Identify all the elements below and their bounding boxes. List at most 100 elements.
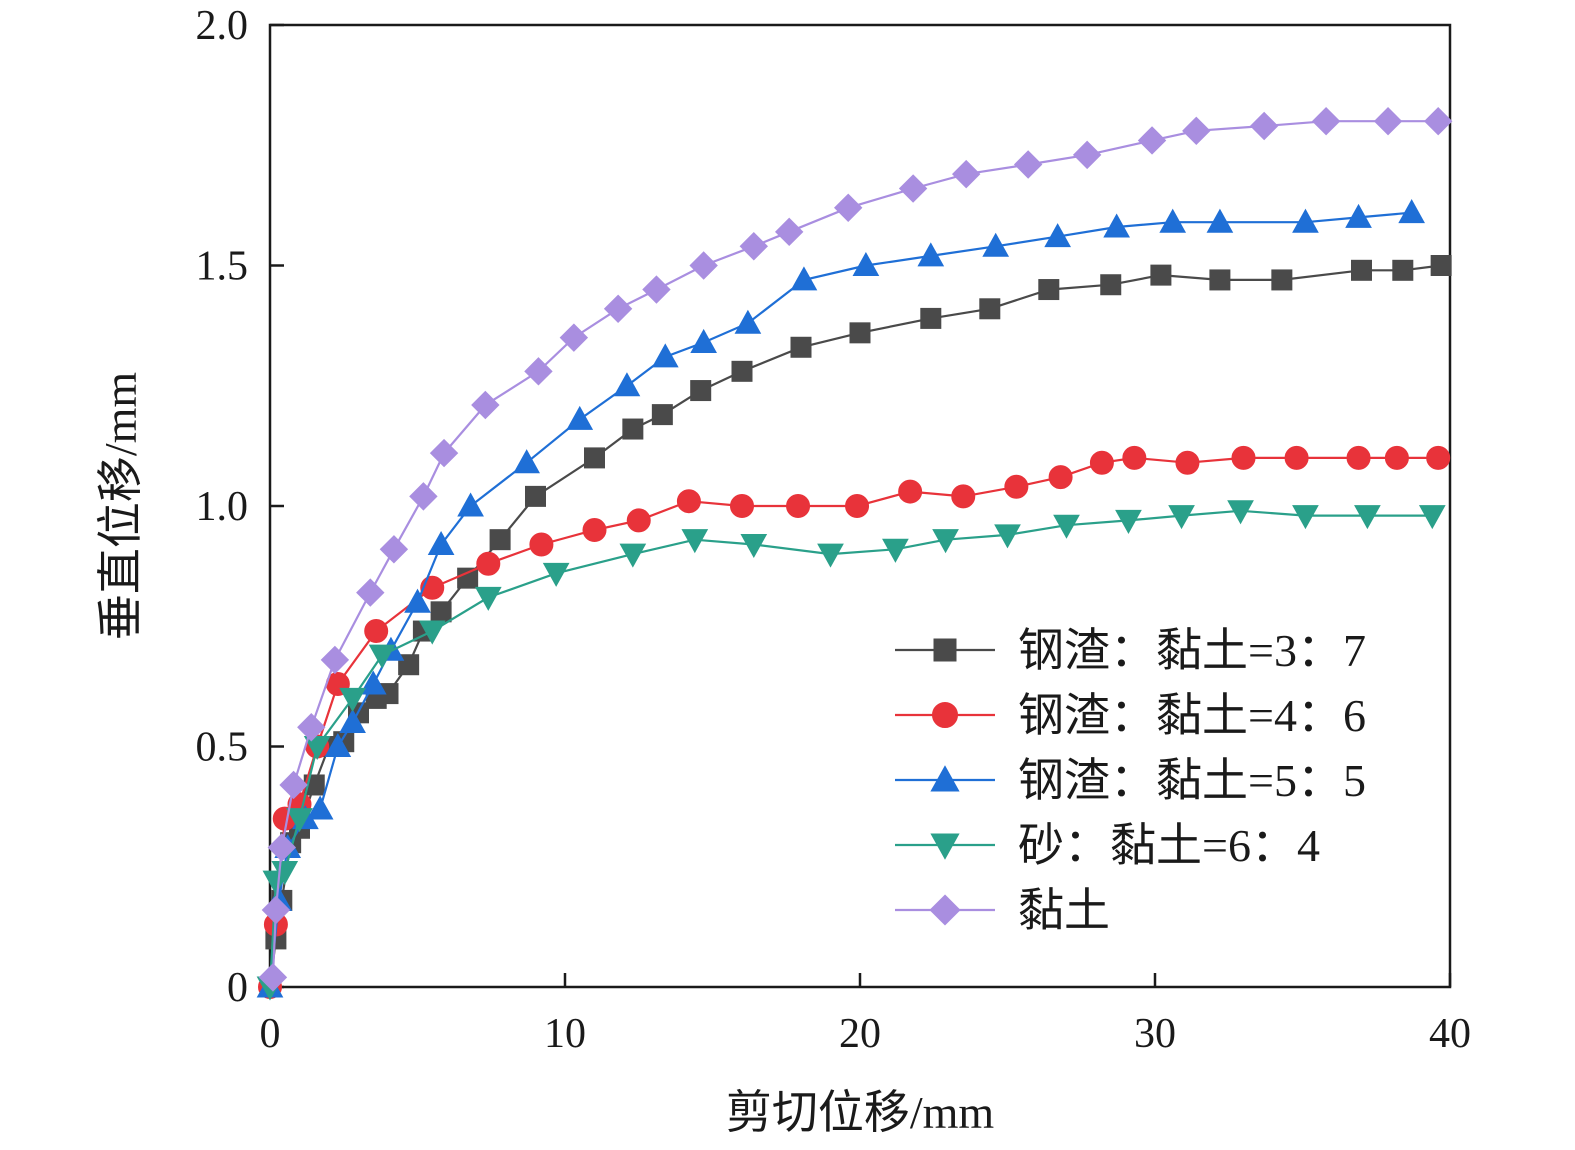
data-point (306, 795, 334, 820)
data-point (920, 307, 942, 329)
data-point (1159, 208, 1187, 233)
data-point (786, 494, 811, 518)
legend-swatch-marker (933, 638, 957, 662)
data-point (1103, 213, 1130, 238)
data-point (1175, 450, 1200, 475)
data-point (476, 551, 501, 576)
data-point (1206, 208, 1234, 233)
data-point (1038, 279, 1060, 301)
y-axis-title: 垂直位移/mm (95, 372, 146, 641)
data-point (1351, 259, 1372, 281)
x-tick-label: 30 (1134, 1011, 1176, 1057)
legend-item: 钢渣：黏土=5：5 (895, 755, 1366, 806)
data-point (613, 372, 641, 397)
legend-item: 钢渣：黏土=3：7 (895, 625, 1366, 676)
data-point (1100, 274, 1122, 296)
data-point (1292, 505, 1319, 530)
data-point (286, 808, 313, 833)
data-point (626, 508, 651, 533)
data-point (1168, 505, 1195, 530)
data-point (542, 562, 570, 587)
data-point (429, 438, 459, 468)
data-point (622, 418, 644, 440)
data-point (559, 323, 589, 352)
data-point (1044, 223, 1071, 248)
data-point (320, 645, 350, 675)
data-point (1089, 450, 1114, 475)
series-group (258, 106, 1453, 992)
data-point (1392, 259, 1414, 281)
data-point (524, 357, 553, 386)
data-point (790, 266, 818, 291)
data-point (898, 174, 928, 203)
data-point (457, 567, 479, 589)
data-point (979, 298, 1001, 320)
y-tick-label: 1.5 (196, 244, 249, 290)
series-line (268, 264, 1442, 988)
data-point (1137, 126, 1167, 155)
data-point (1346, 445, 1371, 470)
data-point (529, 532, 554, 557)
data-point (849, 322, 871, 344)
data-point (1004, 474, 1029, 499)
x-tick-label: 10 (544, 1011, 586, 1057)
data-point (1231, 445, 1256, 470)
data-point (489, 529, 511, 551)
data-point (359, 670, 387, 695)
x-tick-label: 0 (260, 1011, 281, 1057)
legend-item: 黏土 (895, 885, 1110, 936)
series-group (256, 500, 1446, 1001)
data-point (951, 159, 981, 189)
data-point (1292, 208, 1319, 233)
data-point (1227, 500, 1254, 525)
data-point (817, 543, 844, 568)
data-point (994, 524, 1021, 549)
data-point (603, 294, 633, 323)
data-point (739, 232, 769, 261)
data-point (364, 619, 389, 644)
data-point (1284, 445, 1309, 470)
legend-label: 砂：黏土=6：4 (1018, 820, 1320, 871)
data-point (1384, 445, 1409, 470)
data-point (951, 484, 976, 509)
data-point (1013, 150, 1043, 179)
data-point (1150, 264, 1172, 286)
data-point (409, 482, 438, 511)
data-point (427, 530, 455, 555)
data-point (1182, 116, 1211, 146)
data-point (1048, 465, 1073, 490)
data-point (379, 535, 409, 564)
data-point (740, 533, 768, 559)
x-axis-ticks: 0 10 20 30 40 (260, 973, 1471, 1057)
legend-swatch-marker (932, 702, 958, 728)
data-point (1115, 509, 1142, 534)
legend: 钢渣：黏土=3：7 钢渣：黏土=4：6 钢渣：黏土=5：5 砂：黏土=6：4 黏土 (895, 625, 1366, 936)
data-point (774, 217, 804, 247)
x-axis-title: 剪切位移/mm (726, 1087, 995, 1138)
y-tick-label: 2.0 (196, 3, 249, 49)
data-point (356, 578, 385, 607)
x-tick-label: 40 (1429, 1011, 1471, 1057)
data-point (1271, 269, 1293, 291)
data-point (689, 251, 718, 280)
data-point (1418, 505, 1446, 530)
data-point (404, 588, 431, 613)
x-tick-label: 20 (839, 1011, 881, 1057)
series-line (268, 456, 1439, 988)
legend-label: 钢渣：黏土=3：7 (1018, 625, 1366, 676)
data-point (651, 404, 673, 426)
data-point (418, 620, 446, 645)
data-point (303, 736, 331, 761)
data-point (1426, 445, 1451, 470)
data-point (833, 193, 863, 222)
legend-label: 钢渣：黏土=4：6 (1018, 690, 1366, 741)
data-point (1311, 106, 1341, 136)
y-axis-ticks: 0 0.5 1.0 1.5 2.0 (196, 3, 284, 1011)
data-point (898, 479, 923, 504)
data-point (690, 380, 712, 402)
data-point (882, 538, 909, 563)
data-point (676, 489, 701, 514)
data-point (845, 494, 870, 518)
data-point (1122, 445, 1147, 470)
